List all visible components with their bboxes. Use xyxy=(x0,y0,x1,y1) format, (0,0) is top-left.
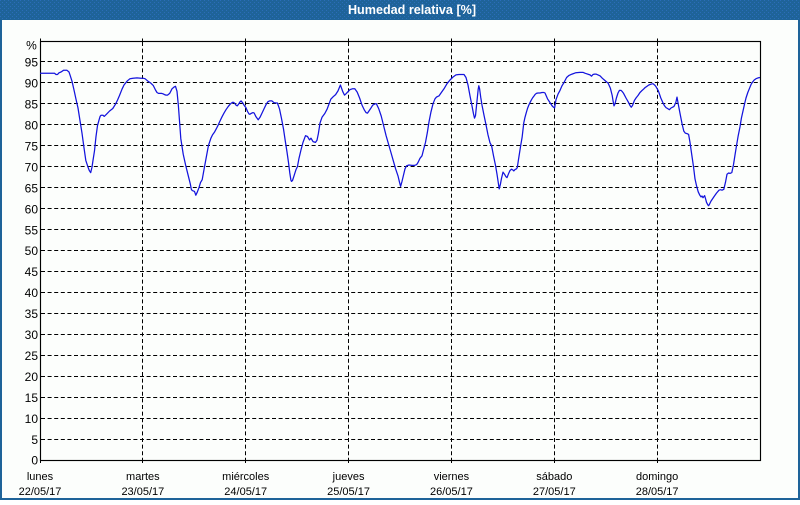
svg-text:5: 5 xyxy=(31,433,38,447)
svg-text:25: 25 xyxy=(25,349,39,363)
svg-text:90: 90 xyxy=(25,77,39,91)
svg-text:domingo: domingo xyxy=(636,471,678,483)
svg-text:22/05/17: 22/05/17 xyxy=(19,486,62,498)
svg-text:23/05/17: 23/05/17 xyxy=(121,486,164,498)
svg-text:20: 20 xyxy=(25,370,39,384)
svg-text:35: 35 xyxy=(25,307,39,321)
svg-text:10: 10 xyxy=(25,412,39,426)
svg-text:24/05/17: 24/05/17 xyxy=(224,486,267,498)
svg-text:Humedad relativa [%]: Humedad relativa [%] xyxy=(348,3,476,17)
svg-text:26/05/17: 26/05/17 xyxy=(430,486,473,498)
svg-text:sábado: sábado xyxy=(536,471,572,483)
svg-text:60: 60 xyxy=(25,202,39,216)
svg-text:jueves: jueves xyxy=(332,471,365,483)
svg-text:80: 80 xyxy=(25,119,39,133)
svg-text:15: 15 xyxy=(25,391,39,405)
svg-text:95: 95 xyxy=(25,56,39,70)
svg-text:28/05/17: 28/05/17 xyxy=(636,486,679,498)
svg-text:%: % xyxy=(26,39,37,53)
svg-text:27/05/17: 27/05/17 xyxy=(533,486,576,498)
svg-text:50: 50 xyxy=(25,244,39,258)
svg-text:70: 70 xyxy=(25,160,39,174)
svg-text:lunes: lunes xyxy=(27,471,54,483)
svg-text:martes: martes xyxy=(126,471,160,483)
svg-text:0: 0 xyxy=(31,454,38,468)
svg-text:75: 75 xyxy=(25,139,39,153)
svg-text:30: 30 xyxy=(25,328,39,342)
svg-text:40: 40 xyxy=(25,286,39,300)
svg-text:65: 65 xyxy=(25,181,39,195)
svg-text:85: 85 xyxy=(25,98,39,112)
svg-text:viernes: viernes xyxy=(434,471,470,483)
svg-text:25/05/17: 25/05/17 xyxy=(327,486,370,498)
svg-text:45: 45 xyxy=(25,265,39,279)
svg-text:55: 55 xyxy=(25,223,39,237)
svg-text:miércoles: miércoles xyxy=(222,471,270,483)
